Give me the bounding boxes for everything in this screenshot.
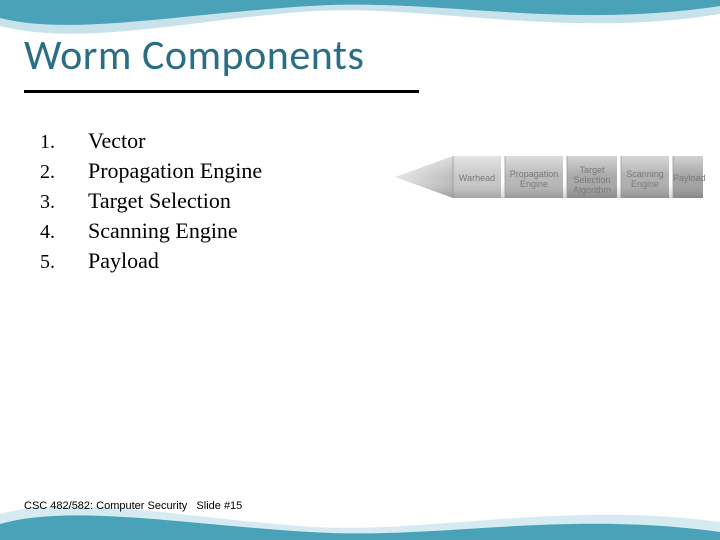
list-item-label: Vector: [88, 128, 145, 154]
title-underline: [24, 90, 419, 93]
component-list: 1.Vector2.Propagation Engine3.Target Sel…: [40, 128, 390, 278]
list-item-number: 3.: [40, 191, 88, 214]
diagram-segment-label: Warhead: [453, 174, 501, 184]
list-item-label: Target Selection: [88, 188, 231, 214]
diagram-segment-label: Payload: [673, 174, 703, 184]
list-item-number: 4.: [40, 221, 88, 244]
list-item: 3.Target Selection: [40, 188, 390, 214]
list-item-label: Propagation Engine: [88, 158, 262, 184]
footer-slide-number: Slide #15: [196, 500, 242, 512]
list-item: 2.Propagation Engine: [40, 158, 390, 184]
list-item: 4.Scanning Engine: [40, 218, 390, 244]
diagram-segment-label: TargetSelectionAlgorithm: [567, 166, 617, 196]
worm-diagram: Warhead PropagationEngineTargetSelectionA…: [395, 138, 703, 224]
diagram-segment-label: PropagationEngine: [505, 170, 563, 190]
list-item-label: Payload: [88, 248, 159, 274]
list-item: 1.Vector: [40, 128, 390, 154]
slide-root: Worm Components 1.Vector2.Propagation En…: [0, 0, 720, 540]
list-item-number: 1.: [40, 131, 88, 154]
diagram-segment-label: ScanningEngine: [621, 170, 669, 190]
slide-footer: CSC 482/582: Computer Security Slide #15: [24, 500, 242, 512]
list-item-number: 2.: [40, 161, 88, 184]
list-item: 5.Payload: [40, 248, 390, 274]
page-title: Worm Components: [24, 30, 364, 81]
list-item-number: 5.: [40, 251, 88, 274]
list-item-label: Scanning Engine: [88, 218, 238, 244]
footer-course: CSC 482/582: Computer Security: [24, 500, 187, 512]
